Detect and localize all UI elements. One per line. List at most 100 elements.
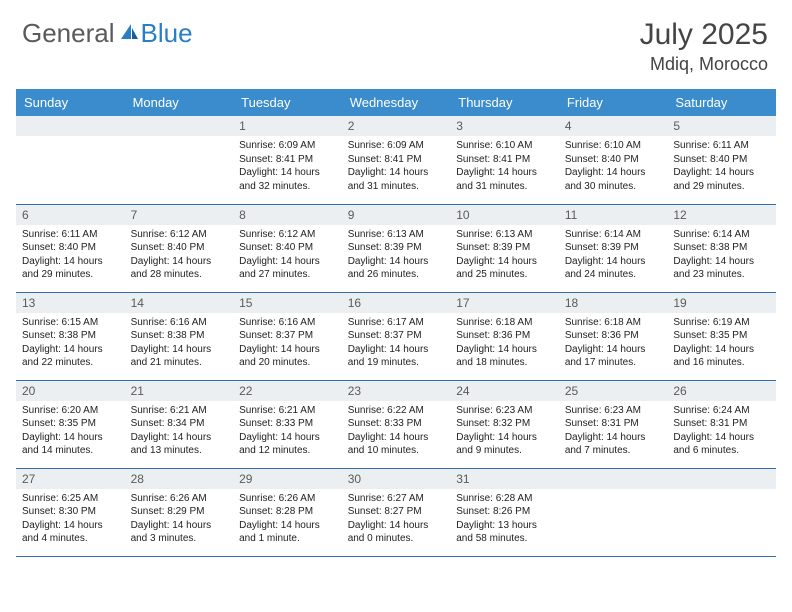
calendar-cell-empty: [16, 116, 125, 204]
calendar-cell: 25Sunrise: 6:23 AMSunset: 8:31 PMDayligh…: [559, 380, 668, 468]
day-number: 3: [450, 116, 559, 136]
day-details: Sunrise: 6:26 AMSunset: 8:29 PMDaylight:…: [125, 489, 234, 549]
calendar-cell: 23Sunrise: 6:22 AMSunset: 8:33 PMDayligh…: [342, 380, 451, 468]
brand-logo: General Blue: [22, 18, 193, 49]
day-details: Sunrise: 6:20 AMSunset: 8:35 PMDaylight:…: [16, 401, 125, 461]
day-number: 8: [233, 205, 342, 225]
weekday-header: Wednesday: [342, 89, 451, 116]
day-number: 31: [450, 469, 559, 489]
day-number-bar: [125, 116, 234, 136]
day-number: 21: [125, 381, 234, 401]
day-number: 22: [233, 381, 342, 401]
calendar-cell: 12Sunrise: 6:14 AMSunset: 8:38 PMDayligh…: [667, 204, 776, 292]
day-details: Sunrise: 6:27 AMSunset: 8:27 PMDaylight:…: [342, 489, 451, 549]
calendar-cell: 11Sunrise: 6:14 AMSunset: 8:39 PMDayligh…: [559, 204, 668, 292]
day-number: 9: [342, 205, 451, 225]
day-details: Sunrise: 6:21 AMSunset: 8:33 PMDaylight:…: [233, 401, 342, 461]
calendar-cell: 22Sunrise: 6:21 AMSunset: 8:33 PMDayligh…: [233, 380, 342, 468]
calendar-cell: 14Sunrise: 6:16 AMSunset: 8:38 PMDayligh…: [125, 292, 234, 380]
day-details: Sunrise: 6:23 AMSunset: 8:31 PMDaylight:…: [559, 401, 668, 461]
day-number: 28: [125, 469, 234, 489]
day-details: Sunrise: 6:28 AMSunset: 8:26 PMDaylight:…: [450, 489, 559, 549]
calendar-cell: 17Sunrise: 6:18 AMSunset: 8:36 PMDayligh…: [450, 292, 559, 380]
weekday-header: Friday: [559, 89, 668, 116]
calendar-cell: 13Sunrise: 6:15 AMSunset: 8:38 PMDayligh…: [16, 292, 125, 380]
calendar-cell: 21Sunrise: 6:21 AMSunset: 8:34 PMDayligh…: [125, 380, 234, 468]
day-details: Sunrise: 6:15 AMSunset: 8:38 PMDaylight:…: [16, 313, 125, 373]
weekday-header: Tuesday: [233, 89, 342, 116]
day-number: 6: [16, 205, 125, 225]
calendar-cell: 3Sunrise: 6:10 AMSunset: 8:41 PMDaylight…: [450, 116, 559, 204]
calendar-cell: 31Sunrise: 6:28 AMSunset: 8:26 PMDayligh…: [450, 468, 559, 556]
calendar-cell: 27Sunrise: 6:25 AMSunset: 8:30 PMDayligh…: [16, 468, 125, 556]
day-details: Sunrise: 6:16 AMSunset: 8:38 PMDaylight:…: [125, 313, 234, 373]
weekday-header: Monday: [125, 89, 234, 116]
calendar-cell: 29Sunrise: 6:26 AMSunset: 8:28 PMDayligh…: [233, 468, 342, 556]
day-details: Sunrise: 6:12 AMSunset: 8:40 PMDaylight:…: [233, 225, 342, 285]
day-number: 1: [233, 116, 342, 136]
day-number-bar: [559, 469, 668, 489]
day-number: 5: [667, 116, 776, 136]
day-number: 18: [559, 293, 668, 313]
day-details: Sunrise: 6:22 AMSunset: 8:33 PMDaylight:…: [342, 401, 451, 461]
calendar-cell: 18Sunrise: 6:18 AMSunset: 8:36 PMDayligh…: [559, 292, 668, 380]
day-details: Sunrise: 6:23 AMSunset: 8:32 PMDaylight:…: [450, 401, 559, 461]
brand-part2: Blue: [141, 18, 193, 49]
day-details: Sunrise: 6:21 AMSunset: 8:34 PMDaylight:…: [125, 401, 234, 461]
day-details: Sunrise: 6:16 AMSunset: 8:37 PMDaylight:…: [233, 313, 342, 373]
calendar-week-row: 1Sunrise: 6:09 AMSunset: 8:41 PMDaylight…: [16, 116, 776, 204]
calendar-table: SundayMondayTuesdayWednesdayThursdayFrid…: [16, 89, 776, 557]
day-details: Sunrise: 6:26 AMSunset: 8:28 PMDaylight:…: [233, 489, 342, 549]
day-details: Sunrise: 6:13 AMSunset: 8:39 PMDaylight:…: [450, 225, 559, 285]
day-number: 15: [233, 293, 342, 313]
day-number: 30: [342, 469, 451, 489]
day-details: Sunrise: 6:09 AMSunset: 8:41 PMDaylight:…: [342, 136, 451, 196]
day-number-bar: [16, 116, 125, 136]
day-details: Sunrise: 6:12 AMSunset: 8:40 PMDaylight:…: [125, 225, 234, 285]
day-number: 27: [16, 469, 125, 489]
day-details: Sunrise: 6:13 AMSunset: 8:39 PMDaylight:…: [342, 225, 451, 285]
calendar-week-row: 20Sunrise: 6:20 AMSunset: 8:35 PMDayligh…: [16, 380, 776, 468]
day-number: 29: [233, 469, 342, 489]
calendar-cell: 7Sunrise: 6:12 AMSunset: 8:40 PMDaylight…: [125, 204, 234, 292]
day-number: 13: [16, 293, 125, 313]
day-details: Sunrise: 6:14 AMSunset: 8:38 PMDaylight:…: [667, 225, 776, 285]
day-number: 20: [16, 381, 125, 401]
calendar-cell-empty: [125, 116, 234, 204]
day-details: Sunrise: 6:25 AMSunset: 8:30 PMDaylight:…: [16, 489, 125, 549]
weekday-header: Sunday: [16, 89, 125, 116]
day-number: 19: [667, 293, 776, 313]
day-number: 24: [450, 381, 559, 401]
header: General Blue July 2025 Mdiq, Morocco: [0, 0, 792, 83]
day-number: 14: [125, 293, 234, 313]
day-number: 17: [450, 293, 559, 313]
calendar-cell: 2Sunrise: 6:09 AMSunset: 8:41 PMDaylight…: [342, 116, 451, 204]
weekday-header: Thursday: [450, 89, 559, 116]
day-details: Sunrise: 6:14 AMSunset: 8:39 PMDaylight:…: [559, 225, 668, 285]
day-details: Sunrise: 6:10 AMSunset: 8:41 PMDaylight:…: [450, 136, 559, 196]
calendar-cell-empty: [559, 468, 668, 556]
day-number: 12: [667, 205, 776, 225]
calendar-week-row: 27Sunrise: 6:25 AMSunset: 8:30 PMDayligh…: [16, 468, 776, 556]
day-number: 26: [667, 381, 776, 401]
day-details: Sunrise: 6:18 AMSunset: 8:36 PMDaylight:…: [450, 313, 559, 373]
sail-icon: [117, 18, 139, 49]
day-number: 10: [450, 205, 559, 225]
calendar-body: 1Sunrise: 6:09 AMSunset: 8:41 PMDaylight…: [16, 116, 776, 556]
day-details: Sunrise: 6:11 AMSunset: 8:40 PMDaylight:…: [667, 136, 776, 196]
calendar-cell: 6Sunrise: 6:11 AMSunset: 8:40 PMDaylight…: [16, 204, 125, 292]
day-details: Sunrise: 6:11 AMSunset: 8:40 PMDaylight:…: [16, 225, 125, 285]
day-details: Sunrise: 6:18 AMSunset: 8:36 PMDaylight:…: [559, 313, 668, 373]
calendar-cell: 30Sunrise: 6:27 AMSunset: 8:27 PMDayligh…: [342, 468, 451, 556]
calendar-cell: 16Sunrise: 6:17 AMSunset: 8:37 PMDayligh…: [342, 292, 451, 380]
day-number: 2: [342, 116, 451, 136]
calendar-cell: 10Sunrise: 6:13 AMSunset: 8:39 PMDayligh…: [450, 204, 559, 292]
calendar-cell: 5Sunrise: 6:11 AMSunset: 8:40 PMDaylight…: [667, 116, 776, 204]
calendar-cell: 4Sunrise: 6:10 AMSunset: 8:40 PMDaylight…: [559, 116, 668, 204]
calendar-cell-empty: [667, 468, 776, 556]
day-number: 25: [559, 381, 668, 401]
day-number: 7: [125, 205, 234, 225]
day-details: Sunrise: 6:17 AMSunset: 8:37 PMDaylight:…: [342, 313, 451, 373]
day-number: 16: [342, 293, 451, 313]
calendar-cell: 19Sunrise: 6:19 AMSunset: 8:35 PMDayligh…: [667, 292, 776, 380]
